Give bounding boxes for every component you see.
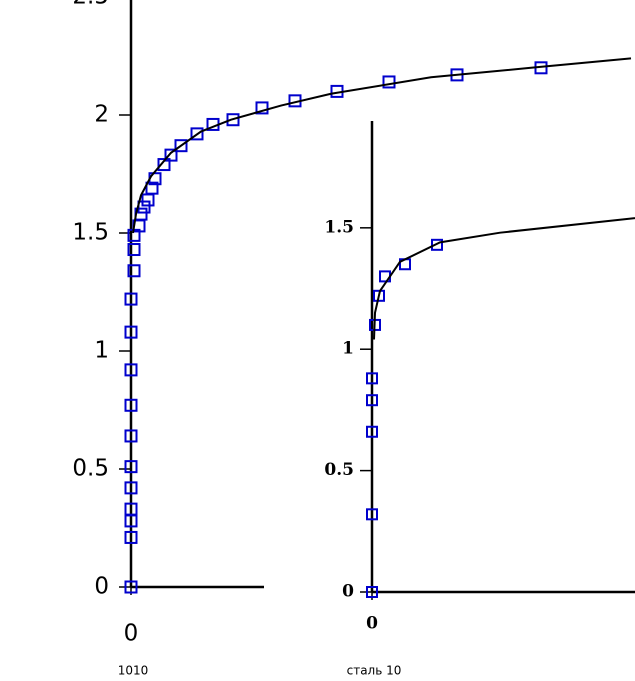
chart-label: сталь 10 xyxy=(347,664,402,678)
data-point xyxy=(157,158,171,172)
y-tick-label: 0.5 xyxy=(72,456,109,482)
y-tick-label: 0 xyxy=(342,582,354,602)
data-point xyxy=(124,502,138,516)
data-point xyxy=(124,398,138,412)
data-point xyxy=(124,363,138,377)
data-point xyxy=(164,148,178,162)
data-point xyxy=(124,580,138,594)
data-point xyxy=(124,325,138,339)
data-point xyxy=(145,181,159,195)
data-point xyxy=(226,113,240,127)
data-point xyxy=(382,75,396,89)
data-point xyxy=(137,200,151,214)
data-point xyxy=(366,425,378,438)
data-point xyxy=(174,139,188,153)
data-point xyxy=(124,460,138,474)
data-point xyxy=(124,292,138,306)
data-point xyxy=(124,429,138,443)
x-tick-label: 0 xyxy=(124,621,139,647)
data-point xyxy=(366,586,378,598)
data-point xyxy=(373,289,385,302)
data-point xyxy=(366,508,378,521)
data-point xyxy=(141,193,155,207)
chart-label: 1010 xyxy=(118,664,149,678)
y-tick-label: 1 xyxy=(94,338,109,364)
data-point xyxy=(124,530,138,544)
data-point xyxy=(431,238,443,251)
data-point xyxy=(366,394,378,407)
data-point xyxy=(190,127,204,141)
y-tick-label: 2 xyxy=(94,102,109,128)
data-point xyxy=(127,264,141,278)
data-point xyxy=(124,481,138,495)
y-tick-label: 1.5 xyxy=(324,217,354,237)
y-tick-label: 1 xyxy=(342,339,354,359)
data-point xyxy=(127,243,141,257)
y-tick-label: 2.5 xyxy=(72,0,109,10)
fit-curve xyxy=(132,57,632,234)
y-tick-label: 0 xyxy=(94,574,109,600)
fit-curve xyxy=(373,217,635,340)
data-point xyxy=(366,372,378,385)
y-tick-label: 1.5 xyxy=(72,220,109,246)
y-tick-label: 0.5 xyxy=(324,460,354,480)
data-point xyxy=(255,101,269,115)
x-tick-label: 0 xyxy=(366,614,378,634)
